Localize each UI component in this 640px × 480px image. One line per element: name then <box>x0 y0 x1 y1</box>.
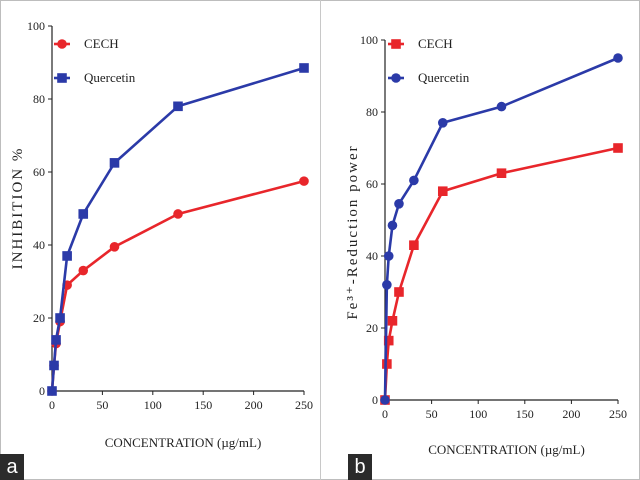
y-tick-label: 100 <box>27 19 45 33</box>
data-point <box>387 316 398 326</box>
y-tick-label: 0 <box>39 384 45 398</box>
y-tick-label: 80 <box>366 105 378 119</box>
data-point <box>383 251 394 261</box>
data-point <box>51 335 61 345</box>
y-tick-label: 80 <box>33 92 45 106</box>
x-tick-label: 150 <box>194 398 212 412</box>
y-tick-label: 100 <box>360 33 378 47</box>
legend-marker <box>391 39 401 49</box>
data-point <box>55 313 65 323</box>
x-tick-label: 0 <box>49 398 55 412</box>
x-tick-label: 50 <box>426 407 438 421</box>
data-point <box>299 63 309 73</box>
panel-label-b: b <box>348 454 372 480</box>
data-point <box>613 53 623 63</box>
y-tick-label: 20 <box>366 321 378 335</box>
series-line-cech <box>383 146 619 401</box>
data-point <box>437 186 448 196</box>
legend-label: CECH <box>84 36 119 51</box>
data-point <box>173 101 183 112</box>
data-point <box>394 287 404 297</box>
data-point <box>299 176 309 186</box>
data-point <box>78 209 89 219</box>
data-point <box>383 335 394 346</box>
x-axis-label: CONCENTRATION (µg/mL) <box>105 435 262 450</box>
data-point <box>409 240 419 250</box>
panel-divider <box>320 0 321 480</box>
x-tick-label: 250 <box>295 398 313 412</box>
x-tick-label: 100 <box>469 407 487 421</box>
y-axis-label: Fe³⁺-Reduction power <box>345 144 361 319</box>
x-tick-label: 200 <box>562 407 580 421</box>
legend-marker <box>57 39 67 49</box>
panel-label-a: a <box>0 454 24 480</box>
y-tick-label: 40 <box>33 238 45 252</box>
y-tick-label: 40 <box>366 249 378 263</box>
legend-label: Quercetin <box>418 70 470 85</box>
legend-marker <box>57 73 67 83</box>
data-point <box>613 143 623 153</box>
x-axis-label: CONCENTRATION (µg/mL) <box>428 442 585 457</box>
data-point <box>109 158 120 168</box>
data-point <box>437 118 448 128</box>
series-line-quercetin <box>50 66 305 392</box>
data-point <box>47 386 57 396</box>
data-point <box>380 395 390 405</box>
data-point <box>409 175 419 186</box>
legend-marker <box>391 73 401 83</box>
data-point <box>496 101 507 112</box>
x-tick-label: 150 <box>516 407 534 421</box>
data-point <box>78 265 89 276</box>
chart-panel-a: 0 20 40 60 80 100 0 50 100 150 200 250 CONCENTRATION… <box>10 19 313 450</box>
x-tick-label: 200 <box>245 398 263 412</box>
x-tick-label: 0 <box>382 407 388 421</box>
x-tick-label: 100 <box>144 398 162 412</box>
data-point <box>394 199 404 209</box>
y-tick-label: 0 <box>372 393 378 407</box>
legend-label: CECH <box>418 36 453 51</box>
y-tick-label: 60 <box>366 177 378 191</box>
y-tick-label: 20 <box>33 311 45 325</box>
data-point <box>173 209 183 219</box>
data-point <box>382 280 392 290</box>
data-point <box>109 242 120 252</box>
x-tick-label: 250 <box>609 407 627 421</box>
legend-label: Quercetin <box>84 70 136 85</box>
y-axis-label: INHIBITION % <box>10 147 26 270</box>
chart-panel-b: 0 20 40 60 80 100 0 50 100 150 200 250 CONCENTRATION… <box>345 33 627 457</box>
data-point <box>62 251 72 261</box>
data-point <box>387 220 398 231</box>
data-point <box>496 168 507 178</box>
y-tick-label: 60 <box>33 165 45 179</box>
x-tick-label: 50 <box>96 398 108 412</box>
data-point <box>49 360 59 371</box>
